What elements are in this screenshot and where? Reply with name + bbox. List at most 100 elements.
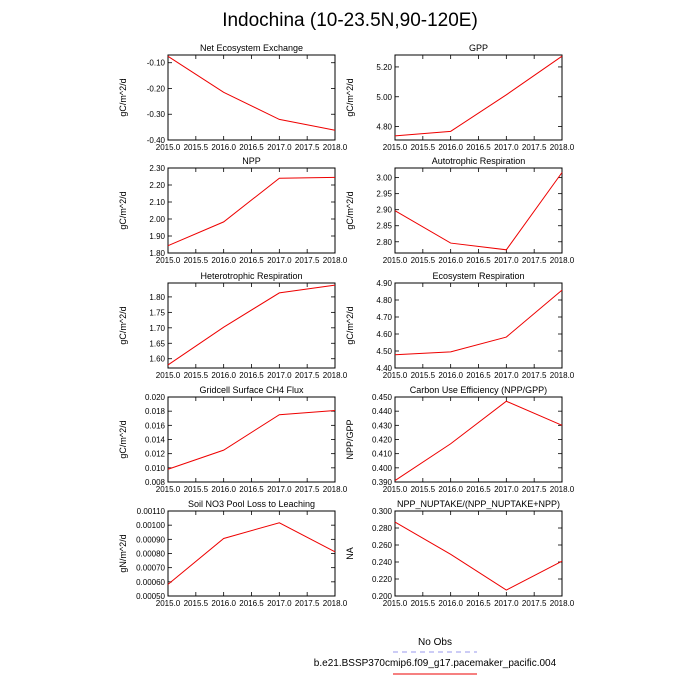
series-line (394, 172, 563, 251)
x-tick-label: 2015.5 (184, 371, 209, 380)
x-tick-label: 2017.0 (494, 143, 519, 152)
y-tick-label: 2.30 (149, 164, 165, 173)
x-tick-label: 2018.0 (323, 599, 348, 608)
y-tick-label: 0.010 (145, 464, 166, 473)
y-tick-label: 0.280 (372, 524, 393, 533)
x-tick-label: 2016.0 (438, 485, 463, 494)
x-tick-label: 2017.5 (295, 256, 320, 265)
y-tick-label: 4.80 (376, 123, 392, 132)
x-tick-label: 2016.5 (466, 256, 491, 265)
x-tick-label: 2017.0 (494, 256, 519, 265)
y-tick-label: 2.90 (376, 206, 392, 215)
x-tick-label: 2015.0 (383, 371, 408, 380)
panel-2: GPP 2015.0 2015.5 2016.0 2016.5 2017.0 2017.5 2… (345, 43, 575, 152)
x-tick-label: 2017.0 (267, 256, 292, 265)
y-axis-label: gC/m^2/d (118, 78, 128, 116)
y-tick-label: 4.50 (376, 347, 392, 356)
series-line (394, 400, 563, 481)
x-tick-label: 2017.5 (522, 371, 547, 380)
panel-title: Ecosystem Respiration (432, 271, 524, 281)
x-tick-label: 2018.0 (323, 256, 348, 265)
plot-frame (394, 510, 563, 597)
x-tick-label: 2015.5 (184, 256, 209, 265)
x-tick-label: 2015.0 (383, 599, 408, 608)
x-tick-label: 2015.5 (411, 256, 436, 265)
y-tick-label: 2.80 (376, 238, 392, 247)
x-tick-label: 2016.5 (466, 599, 491, 608)
x-tick-label: 2015.0 (156, 256, 181, 265)
y-tick-label: 5.20 (376, 63, 392, 72)
y-axis-label: gC/m^2/d (118, 191, 128, 229)
panel-title: Heterotrophic Respiration (200, 271, 302, 281)
y-axis-label: gC/m^2/d (118, 420, 128, 458)
y-axis-label: gC/m^2/d (345, 306, 355, 344)
y-tick-label: 0.430 (372, 421, 393, 430)
x-tick-label: 2015.0 (156, 143, 181, 152)
x-tick-label: 2017.5 (522, 599, 547, 608)
y-tick-label: 0.00050 (136, 592, 165, 601)
x-tick-label: 2016.0 (211, 599, 236, 608)
x-tick-label: 2015.0 (383, 256, 408, 265)
x-tick-label: 2017.0 (494, 599, 519, 608)
y-tick-label: 0.400 (372, 464, 393, 473)
series-line (167, 522, 336, 585)
y-tick-label: 2.95 (376, 190, 392, 199)
x-tick-label: 2017.0 (267, 143, 292, 152)
y-tick-label: 3.00 (376, 174, 392, 183)
x-tick-label: 2016.5 (239, 143, 264, 152)
x-tick-label: 2016.5 (466, 485, 491, 494)
x-tick-label: 2016.0 (211, 256, 236, 265)
y-tick-label: 0.00060 (136, 578, 165, 587)
legend: No Obs b.e21.BSSP370cmip6.f09_g17.pacema… (314, 637, 557, 675)
x-tick-label: 2017.0 (267, 599, 292, 608)
y-tick-label: 1.80 (149, 249, 165, 258)
x-tick-label: 2016.0 (211, 371, 236, 380)
y-tick-label: 1.90 (149, 232, 165, 241)
x-tick-label: 2015.0 (156, 599, 181, 608)
y-tick-label: 4.90 (376, 279, 392, 288)
x-tick-label: 2015.5 (184, 599, 209, 608)
panel-9: Soil NO3 Pool Loss to Leaching 2015.0 2015… (118, 499, 348, 608)
y-tick-label: 0.200 (372, 592, 393, 601)
x-tick-label: 2018.0 (550, 256, 575, 265)
x-tick-label: 2018.0 (550, 371, 575, 380)
x-tick-label: 2017.5 (295, 143, 320, 152)
x-tick-label: 2017.5 (522, 256, 547, 265)
y-tick-label: 0.00090 (136, 535, 165, 544)
plot-frame (167, 510, 336, 597)
y-tick-label: 0.390 (372, 478, 393, 487)
plot-frame (394, 167, 563, 254)
plot-frame (167, 167, 336, 254)
panel-title: GPP (469, 43, 488, 53)
x-tick-label: 2018.0 (550, 599, 575, 608)
x-tick-label: 2016.0 (438, 371, 463, 380)
x-tick-label: 2015.0 (383, 143, 408, 152)
panel-title: Net Ecosystem Exchange (200, 43, 303, 53)
y-axis-label: gN/m^2/d (118, 534, 128, 572)
x-tick-label: 2016.5 (239, 256, 264, 265)
y-tick-label: 2.85 (376, 222, 392, 231)
plot-frame (167, 396, 336, 483)
x-tick-label: 2017.5 (522, 143, 547, 152)
x-tick-label: 2016.5 (239, 485, 264, 494)
y-tick-label: 2.10 (149, 198, 165, 207)
panel-title: Carbon Use Efficiency (NPP/GPP) (410, 385, 547, 395)
y-tick-label: 5.00 (376, 93, 392, 102)
plot-frame (167, 282, 336, 369)
y-tick-label: 0.220 (372, 575, 393, 584)
y-tick-label: 0.00100 (136, 521, 165, 530)
x-tick-label: 2015.5 (411, 143, 436, 152)
y-tick-label: 4.60 (376, 330, 392, 339)
y-tick-label: 0.00080 (136, 550, 165, 559)
y-tick-label: 0.300 (372, 507, 393, 516)
x-tick-label: 2017.5 (295, 485, 320, 494)
y-tick-label: 0.00110 (137, 507, 166, 516)
x-tick-label: 2018.0 (550, 143, 575, 152)
y-tick-label: 0.018 (145, 407, 166, 416)
panel-1: Net Ecosystem Exchange 2015.0 2015.5 2016.0… (118, 43, 348, 152)
y-tick-label: 2.20 (149, 181, 165, 190)
x-tick-label: 2016.5 (466, 143, 491, 152)
y-tick-label: 1.80 (149, 293, 165, 302)
